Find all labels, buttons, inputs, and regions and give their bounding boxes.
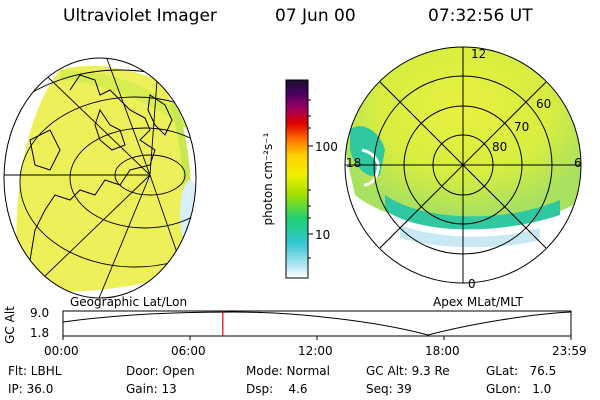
- colorbar-unit-label: photon cm⁻²s⁻¹: [261, 132, 275, 226]
- polar-map: [344, 46, 582, 284]
- status-glat: GLat: 76.5: [486, 364, 557, 378]
- altitude-plot: [62, 310, 572, 340]
- status-ip: IP: 36.0: [8, 382, 54, 396]
- time-tick-0600: 06:00: [171, 344, 206, 358]
- status-filter: Flt: LBHL: [8, 364, 62, 378]
- mlt-label-18: 18: [346, 156, 362, 170]
- status-mode: Mode: Normal: [246, 364, 330, 378]
- time-tick-1200: 12:00: [298, 344, 333, 358]
- status-glon: GLon: 1.0: [486, 382, 552, 396]
- colorbar-tick-10: 10: [315, 228, 331, 242]
- status-gain: Gain: 13: [126, 382, 177, 396]
- auroral-image-left: [16, 65, 189, 292]
- observation-time: 07:32:56 UT: [428, 6, 533, 26]
- time-tick-2359: 23:59: [552, 344, 587, 358]
- right-panel-caption: Apex MLat/MLT: [433, 295, 523, 309]
- colorbar-tick-100: 100: [315, 140, 338, 154]
- mlt-label-0: 0: [468, 277, 476, 291]
- status-seq: Seq: 39: [366, 382, 412, 396]
- time-tick-0000: 00:00: [44, 344, 79, 358]
- observation-date: 07 Jun 00: [275, 6, 356, 26]
- mlt-label-6: 6: [574, 156, 582, 170]
- mlat-label-80: 80: [492, 140, 508, 154]
- status-gc-alt: GC Alt: 9.3 Re: [366, 364, 450, 378]
- altitude-ytick-min: 1.8: [30, 326, 50, 340]
- altitude-curve: [62, 311, 572, 336]
- mlat-label-60: 60: [536, 97, 552, 111]
- status-door: Door: Open: [126, 364, 195, 378]
- altitude-ylabel: GC Alt: [3, 306, 17, 344]
- geographic-map: [3, 57, 197, 299]
- colorbar: [285, 79, 313, 279]
- mlat-label-70: 70: [514, 120, 530, 134]
- status-dsp: Dsp: 4.6: [246, 382, 308, 396]
- left-panel-caption: Geographic Lat/Lon: [70, 295, 188, 309]
- instrument-title: Ultraviolet Imager: [63, 6, 217, 26]
- altitude-ytick-max: 9.0: [30, 306, 50, 320]
- time-tick-1800: 18:00: [425, 344, 460, 358]
- mlt-label-12: 12: [471, 47, 487, 61]
